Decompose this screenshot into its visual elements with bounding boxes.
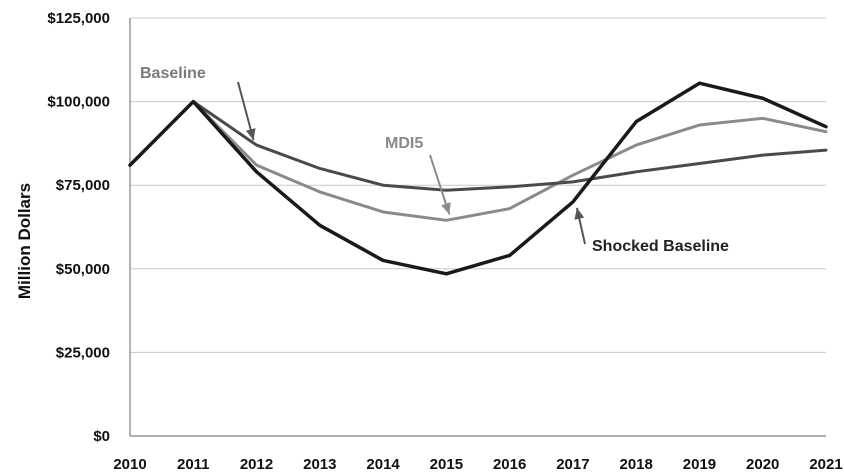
x-tick-label: 2019 (683, 456, 716, 473)
x-tick-label: 2010 (113, 456, 146, 473)
x-tick-label: 2012 (240, 456, 273, 473)
annotations: Baseline MDI5 Shocked Baseline (140, 65, 729, 255)
annotation-label-shocked-baseline: Shocked Baseline (592, 238, 729, 255)
x-tick-label: 2014 (366, 456, 400, 473)
y-tick-label: $50,000 (56, 261, 110, 278)
y-tick-label: $125,000 (47, 10, 110, 27)
y-tick-label: $100,000 (47, 94, 110, 111)
series-line-mdi5 (128, 100, 828, 222)
x-tick-label: 2017 (556, 456, 589, 473)
annotation-1-arrow-head (441, 202, 451, 215)
y-axis-title: Million Dollars (15, 183, 34, 299)
annotation-0-arrow-head (245, 128, 256, 141)
annotation-label-baseline: Baseline (140, 65, 206, 82)
x-tick-label: 2011 (177, 456, 210, 473)
gridlines (130, 17, 826, 353)
series-line-shocked-baseline (128, 81, 828, 276)
axes (129, 18, 826, 437)
x-tick-label: 2013 (303, 456, 336, 473)
x-tick-labels: 2010 2011 2012 2013 2014 2015 2016 2017 2018 2019… (113, 456, 842, 473)
x-tick-label: 2015 (430, 456, 463, 473)
x-tick-label: 2018 (619, 456, 652, 473)
x-tick-label: 2021 (809, 456, 842, 473)
series-line-baseline (128, 100, 828, 192)
x-tick-label: 2016 (493, 456, 526, 473)
annotation-label-mdi5: MDI5 (385, 135, 423, 152)
annotation-2-arrow-head (574, 207, 585, 220)
y-tick-label: $0 (93, 428, 110, 445)
x-tick-label: 2020 (746, 456, 779, 473)
y-tick-label: $75,000 (56, 177, 110, 194)
y-tick-label: $25,000 (56, 344, 110, 361)
y-tick-labels: $0 $25,000 $50,000 $75,000 $100,000 $125,000 (47, 10, 110, 445)
series-lines (128, 81, 828, 276)
